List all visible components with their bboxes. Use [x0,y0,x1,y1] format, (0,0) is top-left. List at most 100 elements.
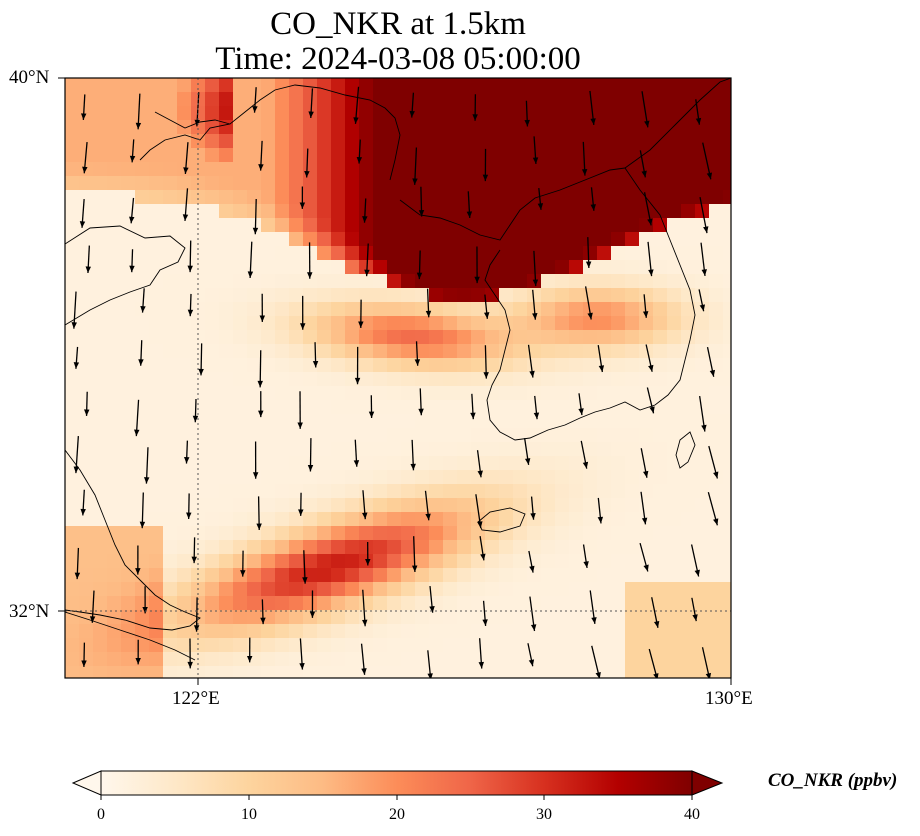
field-cell [429,218,444,233]
field-cell [331,190,346,205]
field-cell [219,78,234,93]
field-cell [667,414,682,429]
field-cell [275,470,290,485]
field-cell [625,148,640,163]
field-cell [317,456,332,471]
field-cell [485,484,500,499]
field-cell [261,358,276,373]
field-cell [583,526,598,541]
field-cell [569,638,584,653]
field-cell [163,148,178,163]
field-cell [345,512,360,527]
field-cell [443,288,458,303]
field-cell [359,260,374,275]
field-cell [387,470,402,485]
field-cell [135,204,150,219]
field-cell [191,400,206,415]
field-cell [541,78,556,93]
field-cell [261,414,276,429]
field-cell [205,148,220,163]
field-cell [149,414,164,429]
field-cell [443,442,458,457]
field-cell [597,526,612,541]
field-cell [625,106,640,121]
field-cell [611,288,626,303]
field-cell [527,120,542,135]
field-cell [597,260,612,275]
field-cell [415,288,430,303]
field-cell [471,652,486,667]
field-cell [65,246,80,261]
field-cell [415,596,430,611]
field-cell [233,638,248,653]
field-cell [121,106,136,121]
field-cell [555,400,570,415]
field-cell [93,484,108,499]
field-cell [415,330,430,345]
field-cell [149,610,164,625]
field-cell [233,344,248,359]
field-cell [373,582,388,597]
wind-arrow-head [71,322,77,329]
field-cell [261,372,276,387]
field-cell [93,246,108,261]
field-cell [233,148,248,163]
colorbar-tick-30: 30 [536,806,552,823]
field-cell [443,456,458,471]
field-cell [121,400,136,415]
field-cell [345,162,360,177]
field-cell [695,330,710,345]
field-cell [149,134,164,149]
wind-arrow-head [247,271,254,278]
field-cell [681,512,696,527]
field-cell [527,596,542,611]
field-cell [289,638,304,653]
field-cell [345,526,360,541]
field-cell [457,512,472,527]
field-cell [373,568,388,583]
field-cell [681,120,696,135]
field-cell [219,120,234,135]
field-cell [429,512,444,527]
field-cell [597,456,612,471]
field-cell [485,470,500,485]
wind-arrow-head [353,460,360,467]
field-cell [709,120,724,135]
field-cell [205,666,220,678]
field-cell [373,610,388,625]
field-cell [247,582,262,597]
field-cell [569,78,584,93]
field-cell [93,274,108,289]
wind-arrow-head [198,368,204,376]
wind-arrow-head [193,625,200,632]
field-cell [401,190,416,205]
field-cell [79,442,94,457]
field-cell [723,638,731,653]
field-cell [275,344,290,359]
field-cell [387,596,402,611]
field-cell [135,610,150,625]
field-cell [541,344,556,359]
field-cell [149,78,164,93]
field-cell [443,232,458,247]
field-cell [93,428,108,443]
field-cell [499,176,514,191]
field-cell [457,176,472,191]
field-cell [191,204,206,219]
field-cell [303,666,318,678]
field-cell [625,274,640,289]
field-cell [569,456,584,471]
field-cell [93,386,108,401]
field-cell [667,484,682,499]
field-cell [555,162,570,177]
wind-arrow-head [362,619,368,627]
field-cell [233,512,248,527]
field-cell [373,666,388,678]
field-cell [653,92,668,107]
field-cell [653,344,668,359]
field-cell [611,330,626,345]
field-cell [443,204,458,219]
field-cell [695,372,710,387]
wind-arrow-head [532,157,539,164]
field-cell [233,288,248,303]
